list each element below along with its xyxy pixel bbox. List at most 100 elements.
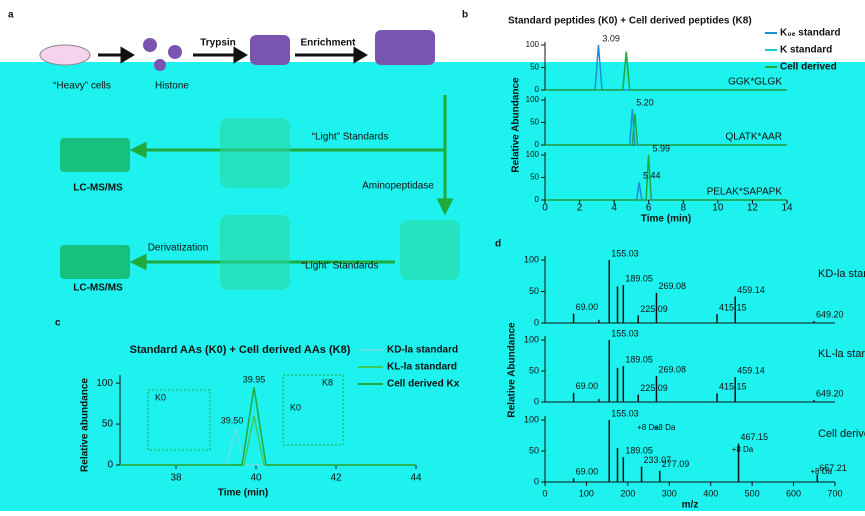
inset	[282, 374, 344, 446]
peak-label: 459.14	[737, 366, 765, 376]
x-tick-label: 40	[250, 473, 262, 484]
peak-label: 467.15	[741, 432, 769, 442]
peak-label: 69.00	[576, 381, 599, 391]
y-tick-label: 0	[535, 85, 540, 94]
x-tick-label: 300	[662, 488, 677, 498]
y-tick-label: 100	[524, 414, 539, 424]
y-tick-label: 100	[526, 95, 540, 104]
peak-label: 155.03	[611, 248, 639, 258]
y-tick-label: 50	[530, 118, 539, 127]
line	[545, 113, 787, 146]
y-tick-label: 0	[534, 396, 539, 406]
x-axis-label: Time (min)	[218, 488, 268, 499]
y-tick-label: 0	[107, 460, 113, 471]
spectrum-label: Cell derived	[818, 428, 865, 440]
y-axis-label: Relative abundance	[80, 378, 91, 472]
x-tick-label: 42	[330, 473, 342, 484]
label: “Heavy” cells	[53, 81, 111, 92]
x-tick-label: 8	[681, 203, 687, 214]
inset-label: K0	[290, 402, 301, 412]
y-tick-label: 0	[534, 317, 539, 327]
peak-label: 5.20	[636, 97, 654, 107]
x-tick-label: 0	[542, 203, 548, 214]
peak-label: 189.05	[625, 354, 653, 364]
x-tick-label: 100	[579, 488, 594, 498]
histone-icons	[143, 30, 435, 71]
y-tick-label: 50	[529, 445, 539, 455]
peak-label: 277.09	[662, 459, 690, 469]
peak-label: 657.21	[819, 463, 847, 473]
legend-label: K standard	[780, 45, 832, 56]
peak-label: 69.00	[576, 467, 599, 477]
x-tick-label: 4	[611, 203, 617, 214]
peak-label: 39.50	[221, 416, 244, 426]
lcms-icons	[60, 138, 130, 279]
x-tick-label: 2	[577, 203, 583, 214]
peak-label: 649.20	[816, 309, 844, 319]
line	[120, 387, 416, 466]
step-label: Trypsin	[200, 38, 236, 49]
x-tick-label: 14	[781, 203, 793, 214]
x-tick-label: 600	[786, 488, 801, 498]
y-tick-label: 50	[529, 365, 539, 375]
x-axis-label: m/z	[682, 500, 699, 511]
label: “Light” Standards	[302, 261, 379, 272]
x-tick-label: 200	[620, 488, 635, 498]
chart-title: Standard peptides (K0) + Cell derived pe…	[508, 16, 752, 27]
peak-label: 649.20	[816, 389, 844, 399]
y-axis-label: Relative Abundance	[507, 322, 518, 418]
peak-label: 189.05	[625, 446, 653, 456]
y-tick-label: 0	[535, 140, 540, 149]
y-tick-label: 50	[530, 173, 539, 182]
chart-title: Standard AAs (K0) + Cell derived AAs (K8…	[130, 344, 351, 356]
peak-label: 155.03	[611, 328, 639, 338]
peak-label: 39.95	[243, 375, 266, 385]
annotation: +8 Da	[810, 467, 832, 476]
y-tick-label: 100	[96, 378, 113, 389]
y-tick-label: 100	[526, 150, 540, 159]
peak-label: 415.15	[719, 303, 747, 313]
peak-label: 459.14	[737, 285, 765, 295]
x-tick-label: 10	[712, 203, 724, 214]
label: Histone	[155, 81, 189, 92]
inset-label: K8	[322, 377, 333, 387]
molecule-icons	[220, 118, 460, 290]
x-tick-label: 700	[827, 488, 842, 498]
x-tick-label: 12	[747, 203, 759, 214]
row-label: PELAK*SAPAPK	[707, 187, 783, 198]
x-tick-label: 38	[170, 473, 182, 484]
label: LC-MS/MS	[73, 183, 123, 194]
panel-label: d	[495, 239, 501, 250]
peak-label: 3.09	[602, 33, 620, 43]
x-tick-label: 0	[542, 488, 547, 498]
peak-label: 5.99	[653, 143, 671, 153]
y-tick-label: 50	[529, 286, 539, 296]
peak-label: 189.05	[625, 274, 653, 284]
step-label: Aminopeptidase	[362, 181, 434, 192]
arrows	[98, 46, 368, 64]
row-label: GGK*GLGK	[728, 77, 782, 88]
line	[545, 154, 787, 201]
legend-label: Cell derived	[780, 62, 837, 73]
y-tick-label: 0	[534, 476, 539, 486]
line	[545, 51, 787, 91]
peak-label: 269.08	[658, 364, 686, 374]
y-tick-label: 0	[535, 195, 540, 204]
step-label: Enrichment	[300, 38, 356, 49]
annotation: +8 Da	[637, 423, 659, 432]
spectrum-label: KL-la standard	[818, 348, 865, 360]
annotation: +8 Da	[732, 445, 754, 454]
peak-label: 269.08	[658, 281, 686, 291]
x-tick-label: 6	[646, 203, 652, 214]
dish	[39, 44, 91, 66]
y-tick-label: 100	[526, 40, 540, 49]
y-axis-label: Relative Abundance	[511, 77, 522, 173]
step-label: Derivatization	[148, 243, 209, 254]
x-tick-label: 44	[410, 473, 422, 484]
panel-label: a	[8, 10, 14, 21]
x-tick-label: 500	[745, 488, 760, 498]
peak-label: 155.03	[611, 408, 639, 418]
legend-label: KL-la standard	[387, 362, 457, 373]
